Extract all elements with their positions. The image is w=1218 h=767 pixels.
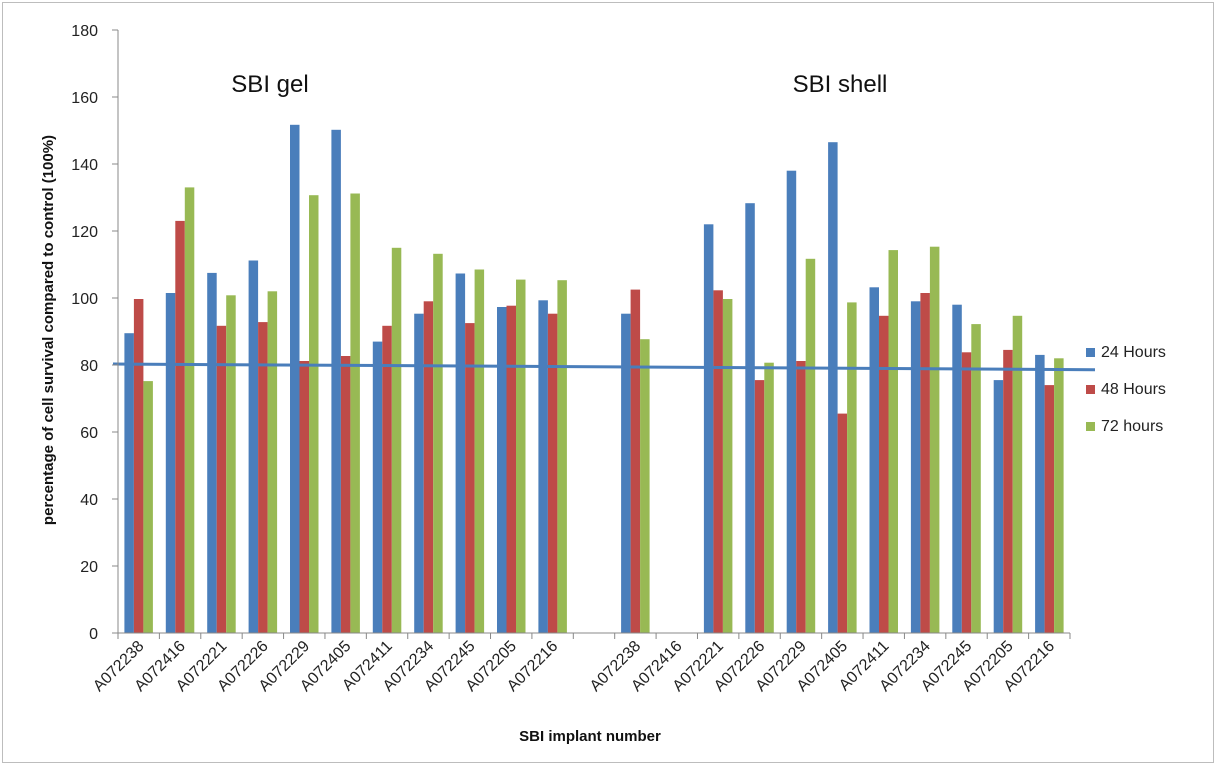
bar [1012, 315, 1023, 633]
y-tick-label: 120 [71, 224, 98, 241]
bar [133, 299, 144, 633]
y-tick-label: 60 [80, 425, 98, 442]
bar [423, 301, 434, 633]
y-tick-label: 180 [71, 23, 98, 40]
bar [1003, 349, 1013, 633]
bar [993, 380, 1004, 633]
bar [497, 307, 507, 633]
bar [516, 279, 526, 633]
bar [910, 301, 921, 633]
bar [538, 300, 548, 633]
bar [805, 258, 816, 633]
bar [216, 325, 227, 633]
y-tick-label: 100 [71, 291, 98, 308]
bar [888, 250, 898, 633]
legend-swatch [1086, 348, 1095, 357]
bar [248, 260, 259, 633]
bar [1054, 358, 1064, 633]
x-axis-ticks: A072238A072416A072221A072226A072229A0724… [90, 638, 1058, 695]
y-tick-label: 40 [80, 492, 98, 509]
bar [226, 295, 236, 633]
bar [745, 203, 755, 633]
bar [713, 290, 723, 633]
axes [112, 29, 1071, 639]
bar [258, 322, 268, 633]
bar [143, 381, 153, 633]
legend-label: 48 Hours [1101, 381, 1166, 398]
bar [299, 361, 309, 633]
bar [961, 352, 972, 633]
trendline-line [112, 362, 1096, 372]
y-axis-ticks: 0 20 40 60 80 100 120 140 160 180 [71, 23, 98, 643]
bar [796, 361, 806, 633]
y-tick-label: 140 [71, 157, 98, 174]
bar [879, 315, 889, 633]
bar [267, 291, 278, 633]
x-axis-title: SBI implant number [519, 728, 661, 745]
bar [165, 293, 176, 633]
bar [465, 323, 475, 633]
trendline [112, 362, 1096, 372]
bar [455, 273, 466, 633]
bar [971, 324, 981, 633]
legend-label: 24 Hours [1101, 344, 1166, 361]
bar [372, 341, 383, 633]
bar [764, 362, 774, 633]
bar [847, 302, 857, 633]
bar [350, 193, 360, 633]
bar [929, 246, 940, 633]
bar [1044, 385, 1055, 633]
bar [869, 287, 879, 633]
bar [837, 413, 848, 633]
legend-label: 72 hours [1101, 418, 1163, 435]
bar [309, 195, 319, 633]
group-title: SBI shell [793, 71, 888, 98]
bar [433, 253, 443, 634]
y-tick-label: 80 [80, 358, 98, 375]
legend-swatch [1086, 422, 1095, 431]
group-title: SBI gel [231, 71, 308, 98]
bar [290, 124, 300, 634]
bar [754, 380, 765, 633]
bar [391, 247, 402, 634]
bar [184, 187, 195, 633]
y-tick-label: 160 [71, 90, 98, 107]
bar [920, 293, 930, 633]
bar [786, 170, 797, 633]
bar [703, 224, 714, 634]
bar [506, 305, 516, 633]
bar [952, 304, 962, 633]
bar [340, 356, 351, 633]
bar [722, 299, 733, 633]
bar [547, 313, 558, 633]
bar [630, 289, 641, 633]
bar [124, 333, 134, 633]
bar [414, 313, 424, 633]
y-tick-label: 0 [89, 626, 98, 643]
group-titles: SBI gel SBI shell [231, 71, 887, 98]
legend-swatch [1086, 385, 1095, 394]
bar [828, 142, 838, 633]
legend: 24 Hours 48 Hours 72 hours [1086, 344, 1166, 435]
bars [124, 124, 1064, 634]
bar [474, 269, 485, 633]
bar [621, 313, 631, 633]
bar [1035, 354, 1045, 633]
bar [557, 280, 567, 633]
bar [382, 325, 392, 633]
bar [640, 339, 650, 633]
y-tick-label: 20 [80, 559, 98, 576]
bar [207, 272, 217, 633]
bar [175, 220, 185, 633]
bar [331, 129, 341, 634]
y-axis-title: percentage of cell survival compared to … [40, 135, 57, 525]
